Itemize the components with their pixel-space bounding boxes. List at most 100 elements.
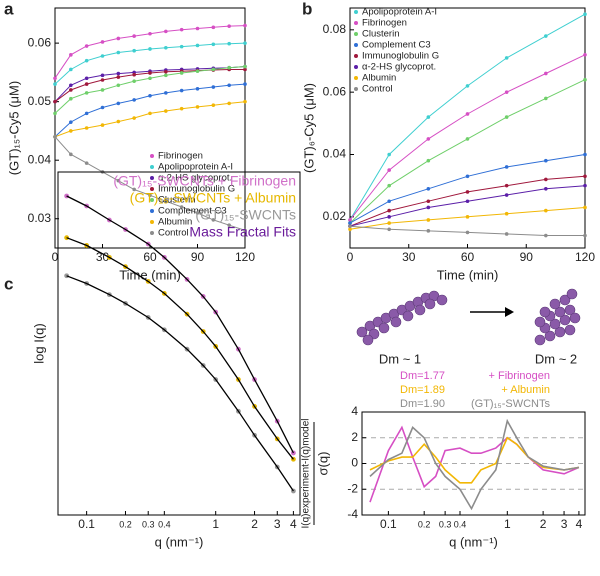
x-tick-label: 120 [235, 250, 255, 264]
data-point [465, 190, 470, 194]
y-tick-label: -2 [347, 481, 358, 495]
data-point [132, 34, 136, 38]
y-tick-label: -4 [347, 507, 358, 521]
x-tick-label: 0.1 [380, 517, 397, 531]
legend-label: Fibrinogen [158, 151, 203, 162]
data-point [116, 119, 121, 124]
data-point [195, 86, 200, 91]
data-point [387, 208, 391, 213]
legend-swatch [150, 231, 154, 235]
data-point [84, 58, 89, 63]
x-axis-label: Time (min) [119, 267, 181, 282]
y-tick-label: 4 [351, 404, 358, 418]
data-point [164, 70, 168, 74]
data-point [164, 199, 168, 203]
data-point [243, 67, 247, 72]
data-point [69, 88, 73, 92]
legend-label: Apolipoprotein A-I [158, 162, 233, 173]
y-axis-label: (GT)₆-Cy5 (μM) [301, 83, 316, 173]
data-point [426, 199, 431, 204]
data-point [148, 94, 152, 98]
panel-label: a [4, 0, 14, 18]
legend-label: α-2-HS glycoprot. [158, 173, 232, 184]
data-point [148, 111, 152, 116]
data-point [179, 71, 184, 75]
x-tick-label: 0 [347, 250, 354, 264]
y-axis-label-denominator: σ(q) [315, 452, 330, 476]
data-point [504, 115, 509, 119]
data-point [84, 91, 89, 95]
data-point [243, 64, 247, 69]
data-point [148, 71, 152, 75]
x-tick-label: 2 [251, 517, 258, 531]
data-point [132, 79, 136, 83]
schematic-label: Dm ~ 2 [535, 351, 577, 366]
data-point [544, 233, 548, 238]
data-point [387, 215, 391, 219]
y-tick-label: 0.05 [28, 94, 52, 108]
data-point [387, 183, 391, 188]
data-point [211, 25, 216, 30]
data-point [100, 73, 105, 78]
data-point [132, 98, 136, 102]
data-point [132, 187, 136, 192]
x-axis-label: q (nm⁻¹) [449, 534, 498, 549]
data-point [53, 99, 57, 104]
fit-line [66, 275, 294, 492]
y-tick-label: 0.06 [28, 35, 52, 49]
data-point [387, 199, 391, 204]
data-point [465, 230, 470, 235]
data-point [132, 116, 136, 120]
data-point [211, 218, 216, 222]
legend-label: Apolipoprotein A-I [362, 7, 437, 18]
data-point [544, 177, 548, 182]
data-point [84, 161, 89, 165]
plot-frame [57, 171, 301, 516]
data-point [69, 120, 73, 124]
y-tick-label: 2 [351, 430, 358, 444]
x-tick-label: 1 [504, 517, 511, 531]
legend-label: Control [362, 84, 393, 95]
data-point [426, 229, 431, 233]
data-point [211, 42, 216, 47]
data-point [116, 83, 121, 88]
legend-label: Albumin [158, 217, 192, 228]
data-point [243, 228, 247, 233]
data-point [227, 223, 231, 227]
data-point [504, 56, 509, 60]
data-point [195, 26, 200, 31]
data-point [84, 82, 89, 86]
data-point [544, 186, 548, 191]
data-point [100, 88, 105, 92]
legend-label: Dm=1.77 [400, 370, 445, 382]
data-point [583, 233, 587, 238]
panel-label: c [4, 274, 13, 293]
x-tick-label: 30 [96, 250, 110, 264]
data-point [84, 126, 89, 130]
y-tick-label: 0.02 [323, 209, 347, 223]
data-point [426, 186, 431, 191]
legend-label: Clusterin [362, 29, 400, 40]
fit-line [66, 195, 294, 454]
data-point [211, 85, 216, 89]
data-point [583, 52, 587, 57]
data-point [164, 29, 168, 34]
data-point [465, 112, 470, 116]
x-tick-label: 2 [540, 517, 547, 531]
data-point [348, 221, 352, 225]
data-point [53, 76, 57, 81]
legend-label: (GT)₁₅-SWCNTs + Fibrinogen [113, 173, 296, 189]
data-point [426, 137, 431, 141]
x-tick-label: 0.3 [142, 519, 155, 529]
data-point [148, 47, 152, 51]
data-point [69, 67, 73, 72]
data-point [227, 101, 231, 106]
data-point [426, 218, 431, 222]
data-point [195, 211, 200, 215]
data-point [504, 90, 509, 94]
legend-swatch [354, 65, 358, 69]
data-point [116, 50, 121, 55]
data-point [195, 69, 200, 74]
y-axis-label: (GT)₁₅-Cy5 (μM) [6, 81, 21, 175]
